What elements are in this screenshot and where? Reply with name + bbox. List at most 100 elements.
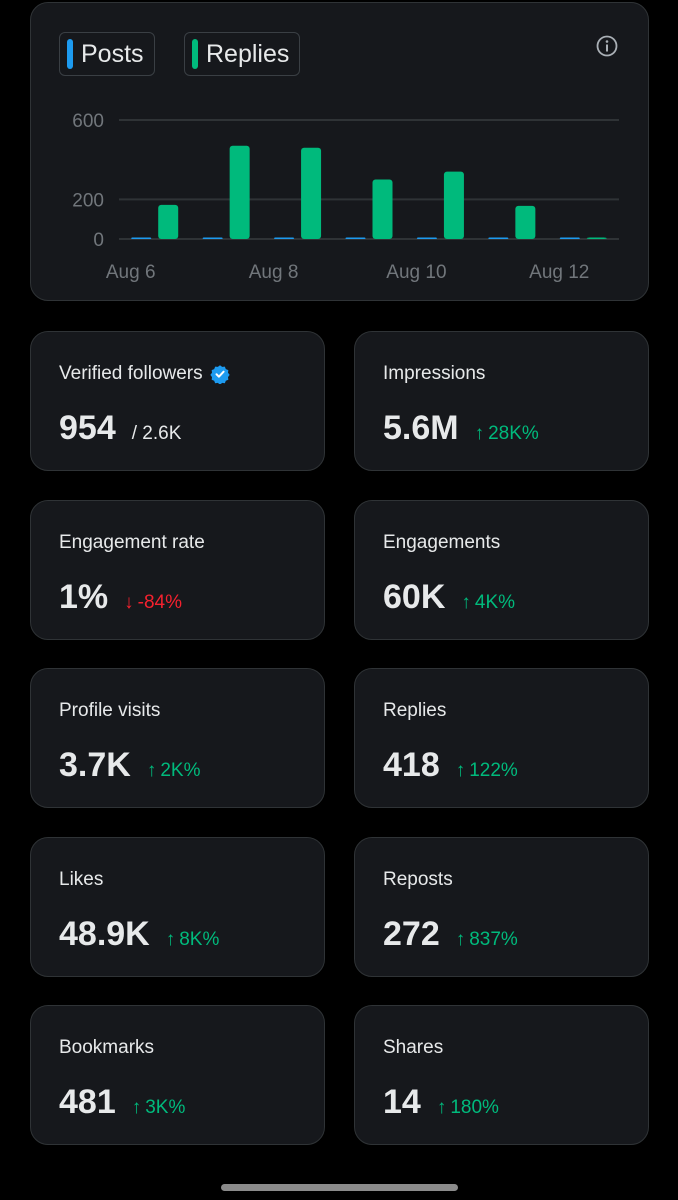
stat-card-profile-visits[interactable]: Profile visits 3.7K ↑ 2K% <box>30 668 325 808</box>
x-tick-label: Aug 6 <box>106 262 156 283</box>
arrow-up-icon: ↑ <box>461 592 471 613</box>
stat-label: Likes <box>59 869 103 891</box>
stat-label: Shares <box>383 1037 443 1059</box>
stat-row: 481 ↑ 3K% <box>59 1083 185 1122</box>
stat-card-replies[interactable]: Replies 418 ↑ 122% <box>354 668 649 808</box>
bar-posts[interactable] <box>559 237 580 240</box>
bar-replies[interactable] <box>443 171 464 239</box>
stat-label-text: Bookmarks <box>59 1037 155 1058</box>
stat-change-value: 3K% <box>145 1097 186 1118</box>
legend-posts-swatch <box>67 39 73 69</box>
stat-value: 418 <box>383 746 440 784</box>
stat-label: Replies <box>383 700 446 722</box>
stat-card-reposts[interactable]: Reposts 272 ↑ 837% <box>354 837 649 977</box>
x-tick-label: Aug 8 <box>249 262 299 283</box>
bar-posts[interactable] <box>416 237 437 240</box>
stat-row: 954 / 2.6K <box>59 409 181 448</box>
legend-replies-label: Replies <box>206 39 290 68</box>
stat-change: ↑ 4K% <box>461 592 515 614</box>
stat-value: 1% <box>59 578 109 616</box>
x-tick-label: Aug 10 <box>386 262 446 283</box>
home-indicator[interactable] <box>221 1184 458 1191</box>
bar-posts[interactable] <box>131 237 152 240</box>
stat-label-text: Engagements <box>383 532 501 553</box>
stat-row: 5.6M ↑ 28K% <box>383 409 539 448</box>
stat-change-value: 122% <box>469 760 518 781</box>
info-icon[interactable] <box>595 34 619 58</box>
stat-value: 5.6M <box>383 409 459 447</box>
bar-replies[interactable] <box>515 205 536 239</box>
stat-card-impressions[interactable]: Impressions 5.6M ↑ 28K% <box>354 331 649 471</box>
stat-value: 954 <box>59 409 116 447</box>
stat-label: Impressions <box>383 363 485 385</box>
bar-replies[interactable] <box>229 145 250 239</box>
stat-change-value: 180% <box>450 1097 499 1118</box>
stat-row: 3.7K ↑ 2K% <box>59 746 200 785</box>
stat-label: Verified followers <box>59 363 230 385</box>
stat-label-text: Shares <box>383 1037 444 1058</box>
stat-change-value: 2K% <box>160 760 201 781</box>
stat-row: 1% ↓ -84% <box>59 578 182 617</box>
stat-card-likes[interactable]: Likes 48.9K ↑ 8K% <box>30 837 325 977</box>
arrow-up-icon: ↑ <box>455 760 466 781</box>
stat-row: 418 ↑ 122% <box>383 746 518 785</box>
verified-badge-icon <box>209 365 230 384</box>
stat-value: 481 <box>59 1083 116 1121</box>
stat-label: Bookmarks <box>59 1037 154 1059</box>
stat-value: 272 <box>383 915 440 953</box>
stat-change: ↑ 2K% <box>147 760 201 782</box>
stat-change: ↑ 8K% <box>166 929 220 951</box>
bar-replies[interactable] <box>301 147 322 239</box>
stat-row: 14 ↑ 180% <box>383 1083 499 1122</box>
bar-posts[interactable] <box>202 237 223 240</box>
stat-label-text: Replies <box>383 700 447 721</box>
stat-change-value: -84% <box>137 592 182 613</box>
legend-replies-swatch <box>192 39 198 69</box>
stat-change-value: 8K% <box>179 929 220 950</box>
bar-posts[interactable] <box>488 237 509 240</box>
stat-value: 48.9K <box>59 915 150 953</box>
stat-label-text: Impressions <box>383 363 486 384</box>
stat-change: ↑ 122% <box>456 760 518 782</box>
legend-replies-toggle[interactable]: Replies <box>184 32 300 76</box>
stat-label-text: Reposts <box>383 869 453 890</box>
stat-row: 272 ↑ 837% <box>383 915 518 954</box>
stat-label-text: Engagement rate <box>59 532 205 553</box>
stat-value: 60K <box>383 578 446 616</box>
stat-change: ↑ 28K% <box>475 423 539 445</box>
bar-posts[interactable] <box>345 237 366 240</box>
stat-change: ↑ 3K% <box>132 1097 186 1119</box>
chart-card: Posts Replies 600 200 0 Aug 6 Aug 8 Aug 10 Aug… <box>30 2 649 301</box>
legend-posts-label: Posts <box>81 39 144 68</box>
stat-change: ↓ -84% <box>124 592 182 614</box>
bar-posts[interactable] <box>274 237 295 240</box>
stat-card-verified-followers[interactable]: Verified followers 954 / 2.6K <box>30 331 325 471</box>
bar-replies[interactable] <box>586 237 607 240</box>
arrow-up-icon: ↑ <box>436 1097 447 1118</box>
arrow-up-icon: ↑ <box>474 423 485 444</box>
legend-posts-toggle[interactable]: Posts <box>59 32 155 76</box>
bar-replies[interactable] <box>372 179 393 240</box>
stat-change-value: 4K% <box>474 592 516 613</box>
stat-change-value: 837% <box>469 929 518 950</box>
stat-label: Engagement rate <box>59 532 205 554</box>
stat-change: ↑ 837% <box>456 929 518 951</box>
stat-card-engagement-rate[interactable]: Engagement rate 1% ↓ -84% <box>30 500 325 640</box>
stat-label: Reposts <box>383 869 453 891</box>
arrow-up-icon: ↑ <box>146 760 157 781</box>
y-tick-label: 200 <box>72 190 104 211</box>
stat-value: 14 <box>383 1083 421 1121</box>
stat-label-text: Verified followers <box>59 363 203 384</box>
stat-label: Profile visits <box>59 700 160 722</box>
x-tick-label: Aug 12 <box>529 262 589 283</box>
stat-card-bookmarks[interactable]: Bookmarks 481 ↑ 3K% <box>30 1005 325 1145</box>
y-tick-label: 0 <box>93 230 104 251</box>
stat-card-shares[interactable]: Shares 14 ↑ 180% <box>354 1005 649 1145</box>
arrow-up-icon: ↑ <box>165 929 176 950</box>
bar-replies[interactable] <box>158 204 179 239</box>
stat-row: 48.9K ↑ 8K% <box>59 915 219 954</box>
stat-change-value: 28K% <box>488 423 539 444</box>
stat-row: 60K ↑ 4K% <box>383 578 515 617</box>
stat-card-engagements[interactable]: Engagements 60K ↑ 4K% <box>354 500 649 640</box>
stat-label-text: Profile visits <box>59 700 161 721</box>
